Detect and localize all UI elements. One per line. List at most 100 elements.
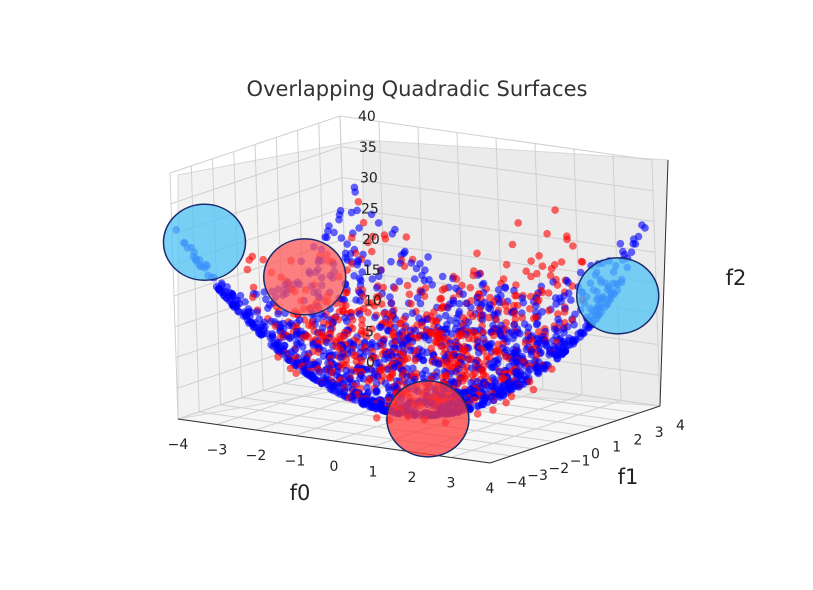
grid-line xyxy=(169,115,653,174)
data-point xyxy=(405,290,414,299)
x-tick-label: 0 xyxy=(330,459,339,475)
data-point xyxy=(438,286,447,294)
data-point xyxy=(286,364,295,373)
data-point xyxy=(486,305,495,313)
data-point xyxy=(292,369,300,378)
data-point xyxy=(479,328,487,337)
data-point xyxy=(355,224,363,232)
data-point xyxy=(469,271,478,280)
data-point xyxy=(364,238,372,247)
data-point xyxy=(438,272,447,281)
data-point xyxy=(324,227,332,235)
data-point xyxy=(466,355,474,364)
data-point xyxy=(346,250,355,258)
data-point xyxy=(452,275,461,283)
z-tick-label: 40 xyxy=(358,109,376,125)
highlight-circles xyxy=(162,203,660,458)
data-point xyxy=(388,230,397,238)
data-point xyxy=(420,276,429,285)
x-tick-label: 4 xyxy=(486,481,495,497)
data-point xyxy=(348,316,357,324)
data-point xyxy=(395,277,404,286)
data-point xyxy=(322,338,331,347)
data-point xyxy=(335,215,343,224)
data-point xyxy=(496,393,505,401)
data-point xyxy=(323,233,331,242)
data-point xyxy=(368,247,376,256)
data-point xyxy=(568,282,577,290)
data-point xyxy=(408,309,417,318)
data-point xyxy=(335,307,344,316)
z-tick-label: 25 xyxy=(361,201,379,217)
data-point xyxy=(377,323,385,331)
highlight-circle xyxy=(262,238,347,316)
data-point xyxy=(364,377,373,386)
y-tick-label: 1 xyxy=(612,439,621,455)
data-point xyxy=(554,310,562,318)
data-point xyxy=(533,269,541,278)
data-point xyxy=(410,275,419,283)
data-point xyxy=(354,198,363,206)
data-point xyxy=(511,309,519,318)
data-point xyxy=(379,283,388,292)
data-point xyxy=(567,296,575,304)
data-point xyxy=(274,310,282,318)
z-tick-label: 10 xyxy=(364,294,382,310)
data-point xyxy=(351,396,360,404)
grid-line xyxy=(170,146,654,205)
data-point xyxy=(527,272,535,281)
x-tick-label: 1 xyxy=(369,465,378,481)
data-point xyxy=(458,281,466,290)
x-ticks: −4 −3 −2 −1 0 1 2 3 4 xyxy=(168,437,495,497)
data-point xyxy=(501,301,510,310)
data-point xyxy=(343,240,352,248)
data-point xyxy=(448,330,456,338)
data-point xyxy=(489,396,498,405)
data-point xyxy=(424,253,432,261)
z-ticks: 0 5 10 15 20 25 30 35 40 xyxy=(358,109,382,371)
x-axis-label: f0 xyxy=(290,481,311,505)
data-point xyxy=(413,294,422,302)
data-point xyxy=(444,304,452,312)
data-point xyxy=(396,319,404,328)
data-point xyxy=(364,308,372,317)
data-point xyxy=(507,392,516,401)
data-point xyxy=(529,385,538,394)
data-point xyxy=(492,315,501,324)
data-point xyxy=(544,289,553,297)
data-point xyxy=(563,235,571,244)
data-point xyxy=(387,257,395,266)
x-tick-label: −3 xyxy=(207,443,228,459)
data-point xyxy=(535,252,543,260)
data-point xyxy=(525,377,534,386)
data-point xyxy=(245,256,253,264)
data-point xyxy=(363,259,372,268)
data-point xyxy=(545,306,553,315)
data-point xyxy=(548,365,556,373)
y-axis-line xyxy=(489,405,661,464)
data-point xyxy=(368,325,376,333)
data-point xyxy=(474,348,483,357)
data-point xyxy=(266,334,275,343)
data-point xyxy=(315,368,324,376)
y-tick-label: −2 xyxy=(549,461,570,477)
data-point xyxy=(495,298,504,307)
grid-line xyxy=(450,400,622,458)
data-point xyxy=(347,208,356,217)
data-point xyxy=(560,308,569,316)
data-point xyxy=(560,328,568,337)
data-point xyxy=(627,248,636,256)
data-point xyxy=(547,264,556,273)
data-point xyxy=(545,351,553,359)
data-point xyxy=(522,267,530,276)
x-tick-label: −4 xyxy=(168,437,189,453)
data-point xyxy=(473,402,481,411)
data-point xyxy=(468,312,477,321)
data-point xyxy=(553,281,562,289)
y-axis-label: f1 xyxy=(618,465,639,489)
z-tick-label: 20 xyxy=(362,232,380,248)
data-point xyxy=(459,290,468,299)
data-point xyxy=(373,284,381,292)
data-point xyxy=(375,272,383,281)
data-point xyxy=(641,224,649,232)
